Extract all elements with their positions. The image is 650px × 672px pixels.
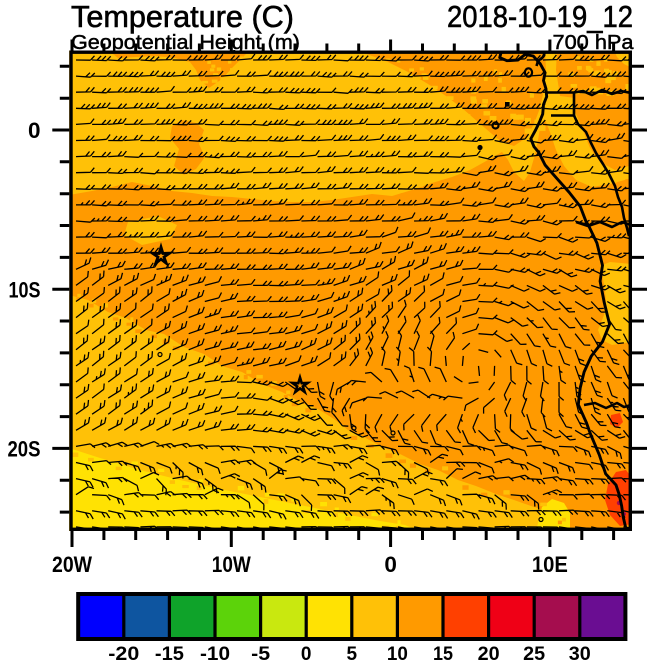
svg-text:20: 20 (478, 644, 500, 665)
svg-text:10E: 10E (532, 552, 568, 577)
svg-text:30: 30 (569, 644, 591, 665)
svg-text:0: 0 (384, 552, 397, 577)
svg-text:Temperature (C): Temperature (C) (71, 0, 294, 34)
svg-text:2018-10-19_12: 2018-10-19_12 (447, 0, 633, 34)
svg-text:20W: 20W (52, 552, 93, 577)
svg-text:0: 0 (301, 644, 312, 665)
svg-text:20S: 20S (8, 437, 41, 462)
svg-text:25: 25 (523, 644, 545, 665)
svg-text:-20: -20 (108, 644, 139, 665)
svg-text:10S: 10S (9, 278, 41, 303)
svg-text:Geopotential Height (m): Geopotential Height (m) (71, 31, 300, 54)
svg-text:-5: -5 (251, 644, 270, 665)
svg-text:5: 5 (347, 644, 358, 665)
svg-text:0: 0 (28, 118, 41, 143)
svg-text:-15: -15 (155, 644, 184, 665)
svg-text:-10: -10 (200, 644, 230, 665)
svg-text:10: 10 (387, 644, 408, 665)
svg-text:10W: 10W (212, 552, 252, 577)
svg-text:700 hPa: 700 hPa (553, 31, 635, 54)
svg-text:15: 15 (433, 644, 453, 665)
